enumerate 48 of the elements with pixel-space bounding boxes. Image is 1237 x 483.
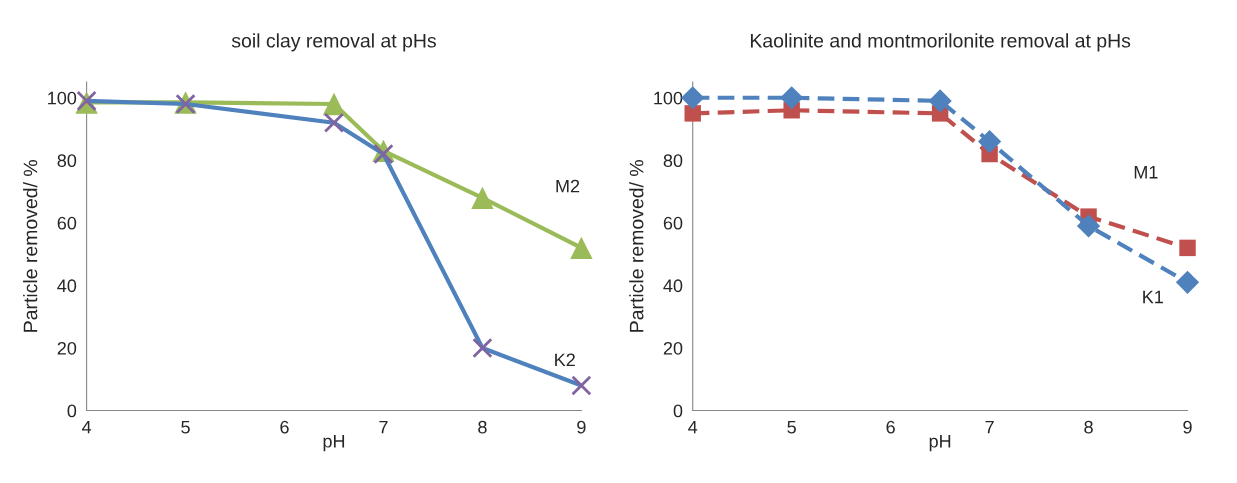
x-axis-title: pH: [323, 434, 345, 452]
x-tick-label: 7: [379, 420, 388, 434]
y-tick-label: 100: [654, 91, 683, 105]
point: [1179, 239, 1196, 257]
point: [571, 375, 592, 396]
y-tick-label: 40: [57, 279, 77, 293]
text: M1: [1134, 166, 1158, 179]
y-tick-label: 80: [57, 154, 77, 168]
point: [323, 112, 345, 133]
y-tick-label: 60: [57, 216, 77, 230]
y-axis-title: Particle removed/ %: [23, 160, 38, 332]
x-tick-label: 6: [886, 420, 895, 434]
y-tick-label: 20: [663, 341, 683, 355]
chart-title: soil clay removal at pHs: [231, 33, 436, 52]
point: [928, 89, 952, 113]
x-axis-title: pH: [929, 434, 951, 452]
point: [780, 86, 804, 110]
point: [471, 186, 494, 210]
x-tick-label: 9: [1183, 420, 1192, 434]
series-label: K2: [555, 353, 575, 367]
x-tick-label: 4: [688, 420, 698, 434]
y-tick-label: 0: [673, 404, 683, 418]
y-tick-label: 0: [67, 404, 77, 418]
chart-title: Kaolinite and montmorilonite removal at pHs: [750, 33, 1131, 52]
point: [570, 236, 593, 260]
y-tick-label: 80: [663, 154, 683, 168]
y-tick-label: 20: [57, 341, 77, 355]
x-tick-label: 5: [181, 420, 190, 434]
text: M2: [556, 179, 580, 193]
series-label: K1: [1143, 290, 1163, 304]
x-tick-label: 8: [478, 420, 487, 434]
y-tick-label: 60: [663, 216, 683, 230]
point: [977, 129, 1002, 154]
point: [1076, 214, 1101, 238]
point: [681, 86, 705, 110]
x-tick-label: 9: [577, 420, 586, 434]
x-tick-label: 8: [1084, 420, 1093, 434]
point: [322, 92, 346, 116]
point: [472, 337, 493, 359]
y-axis-title: Particle removed/ %: [629, 160, 644, 332]
point: [684, 105, 701, 122]
x-tick-label: 6: [280, 420, 289, 434]
point: [1175, 270, 1200, 294]
y-tick-label: 40: [663, 279, 683, 293]
x-tick-label: 4: [81, 420, 92, 434]
x-tick-label: 5: [787, 420, 796, 434]
y-tick-label: 100: [48, 91, 77, 105]
x-tick-label: 7: [985, 420, 994, 434]
